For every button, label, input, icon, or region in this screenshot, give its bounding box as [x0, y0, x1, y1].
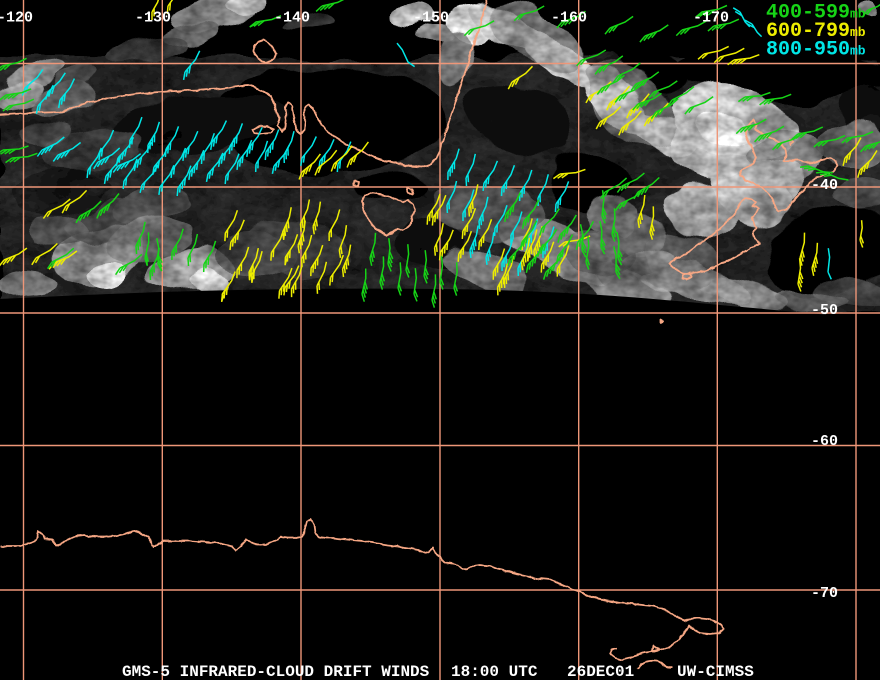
svg-text:-150: -150: [413, 10, 449, 27]
svg-text:-160: -160: [551, 10, 587, 27]
svg-text:-50: -50: [811, 302, 838, 319]
svg-text:mb: mb: [850, 7, 866, 22]
svg-text:mb: mb: [850, 44, 866, 59]
svg-text:400-599: 400-599: [766, 2, 850, 25]
svg-text:GMS-5 INFRARED-CLOUD DRIFT WIN: GMS-5 INFRARED-CLOUD DRIFT WINDS: [122, 663, 430, 680]
svg-text:600-799: 600-799: [766, 20, 850, 43]
svg-text:18:00 UTC: 18:00 UTC: [451, 663, 538, 680]
svg-text:-60: -60: [811, 433, 838, 450]
svg-text:-130: -130: [135, 10, 171, 27]
svg-text:-40: -40: [811, 177, 838, 194]
svg-text:UW-CIMSS: UW-CIMSS: [677, 663, 754, 680]
svg-text:mb: mb: [850, 25, 866, 40]
svg-text:-170: -170: [693, 10, 729, 27]
svg-text:26DEC01: 26DEC01: [567, 663, 634, 680]
svg-text:-70: -70: [811, 585, 838, 602]
svg-text:-140: -140: [274, 10, 310, 27]
svg-text:800-950: 800-950: [766, 39, 850, 62]
svg-text:-120: -120: [0, 10, 33, 27]
